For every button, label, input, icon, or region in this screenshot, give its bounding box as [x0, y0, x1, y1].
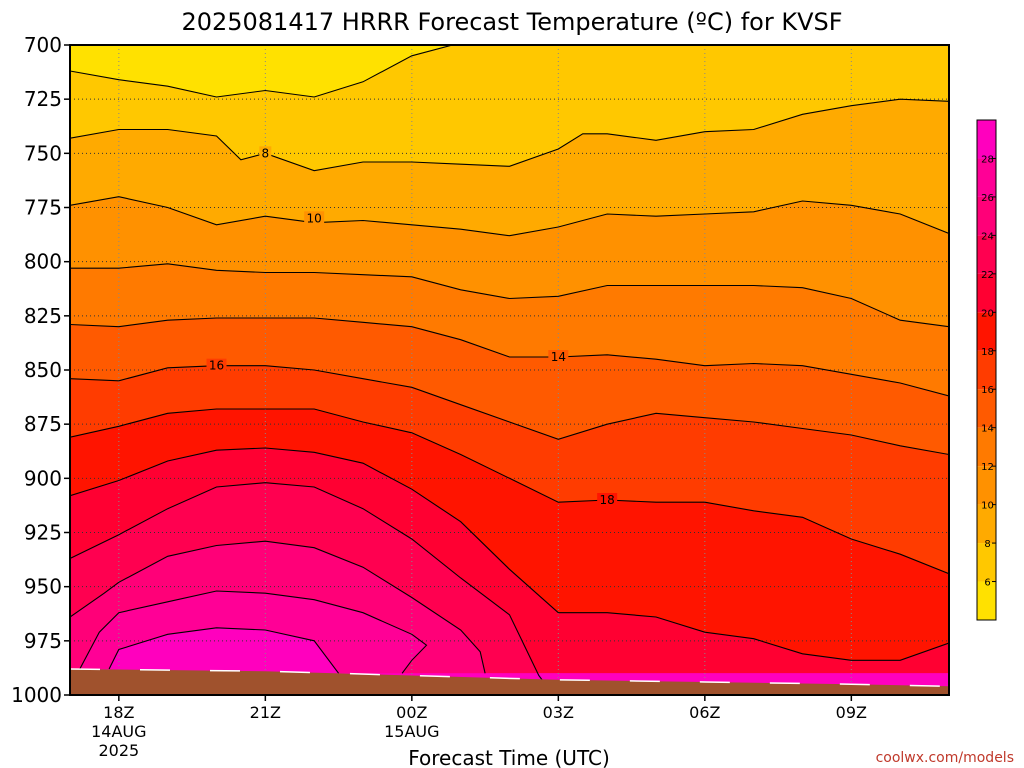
isotherm-26	[79, 590, 428, 674]
isotherm-label-bg-8	[259, 146, 272, 161]
colorbar-swatch-16	[977, 350, 996, 390]
y-tick-label-775: 775	[24, 196, 62, 220]
isotherm-8	[70, 98, 949, 172]
colorbar-swatch-20	[977, 273, 996, 313]
x-axis-label: Forecast Time (UTC)	[408, 746, 610, 768]
x-tick-year-18Z: 2025	[98, 741, 139, 760]
colorbar-swatch-24	[977, 196, 996, 236]
colorbar-swatch-26	[977, 158, 996, 197]
colorbar-swatch-12	[977, 427, 996, 467]
isotherm-28	[108, 627, 340, 674]
colorbar-label-28: 28	[981, 154, 994, 165]
colorbar-swatch-6	[977, 543, 996, 582]
x-tick-date-00Z: 15AUG	[384, 722, 439, 741]
colorbar-swatch-14	[977, 389, 996, 428]
colorbar-label-22: 22	[981, 270, 994, 281]
colorbar-swatch-28	[977, 120, 996, 159]
isotherm-label-bg-16	[206, 358, 227, 373]
colorbar-label-20: 20	[981, 308, 994, 319]
x-tick-label-06Z: 06Z	[689, 703, 720, 722]
colorbar-label-26: 26	[981, 193, 994, 204]
colorbar-frame	[976, 119, 997, 621]
colorbar-swatch-8	[977, 504, 996, 544]
y-tick-label-725: 725	[24, 87, 62, 111]
isotherm-label-layer: 8 10 14 16 18	[206, 146, 618, 507]
isotherm-10	[70, 196, 949, 237]
ground-surface	[70, 669, 949, 695]
isotherm-24	[70, 540, 486, 674]
y-tick-label-975: 975	[24, 629, 62, 653]
isotherm-20	[70, 447, 949, 661]
ground-surface-edge	[70, 668, 949, 688]
y-tick-label-950: 950	[24, 575, 62, 599]
x-tick-label-21Z: 21Z	[250, 703, 281, 722]
colorbar-swatch-18	[977, 312, 996, 351]
colorbar-label-14: 14	[981, 424, 994, 435]
x-tick-label-09Z: 09Z	[836, 703, 867, 722]
y-tick-label-900: 900	[24, 466, 62, 490]
colorbar-label-18: 18	[981, 347, 994, 358]
chart-title: 2025081417 HRRR Forecast Temperature (ºC…	[181, 8, 842, 36]
isotherm-22	[70, 482, 545, 683]
isotherm-label-14: 14	[551, 350, 566, 364]
isotherm-label-18: 18	[600, 493, 615, 507]
colorbar-label-16: 16	[981, 385, 994, 396]
x-tick-label-18Z: 18Z	[103, 703, 134, 722]
temperature-fill-layer	[70, 45, 949, 695]
y-axis: 700 725 750 775 800 825 850 875 900 925 950 975 1000	[11, 33, 70, 707]
colorbar-swatch-10	[977, 466, 996, 505]
ground-surface-layer	[70, 668, 949, 695]
isotherm-label-8: 8	[262, 146, 270, 160]
y-tick-label-925: 925	[24, 521, 62, 545]
credit-link[interactable]: coolwx.com/models	[876, 750, 1014, 766]
colorbar-label-8: 8	[984, 539, 990, 550]
isotherm-label-bg-18	[597, 493, 618, 507]
colorbar-label-12: 12	[981, 462, 994, 473]
y-tick-label-1000: 1000	[11, 683, 62, 707]
colorbar-label-10: 10	[981, 501, 994, 512]
colorbar-swatch-4	[977, 581, 996, 620]
y-tick-label-875: 875	[24, 412, 62, 436]
isotherm-label-bg-14	[548, 350, 569, 364]
isotherm-layer	[70, 45, 949, 683]
isotherm-18	[70, 408, 949, 575]
y-tick-label-700: 700	[24, 33, 62, 57]
x-tick-label-03Z: 03Z	[543, 703, 574, 722]
x-tick-label-00Z: 00Z	[396, 703, 427, 722]
isotherm-14	[70, 317, 949, 397]
colorbar-swatch-22	[977, 235, 996, 274]
isotherm-label-10: 10	[307, 211, 322, 225]
y-tick-label-850: 850	[24, 358, 62, 382]
colorbar-label-6: 6	[984, 578, 990, 589]
y-tick-label-825: 825	[24, 304, 62, 328]
isotherm-label-16: 16	[209, 359, 224, 373]
colorbar-label-24: 24	[981, 231, 994, 242]
isotherm-6	[70, 45, 455, 98]
y-tick-label-800: 800	[24, 250, 62, 274]
isotherm-label-bg-10	[304, 211, 325, 226]
y-tick-label-750: 750	[24, 141, 62, 165]
isotherm-12	[70, 263, 949, 328]
x-tick-date-18Z: 14AUG	[91, 722, 146, 741]
colorbar: 6 8 10 12 14 16 18 20 22 24 26 28	[976, 119, 997, 621]
